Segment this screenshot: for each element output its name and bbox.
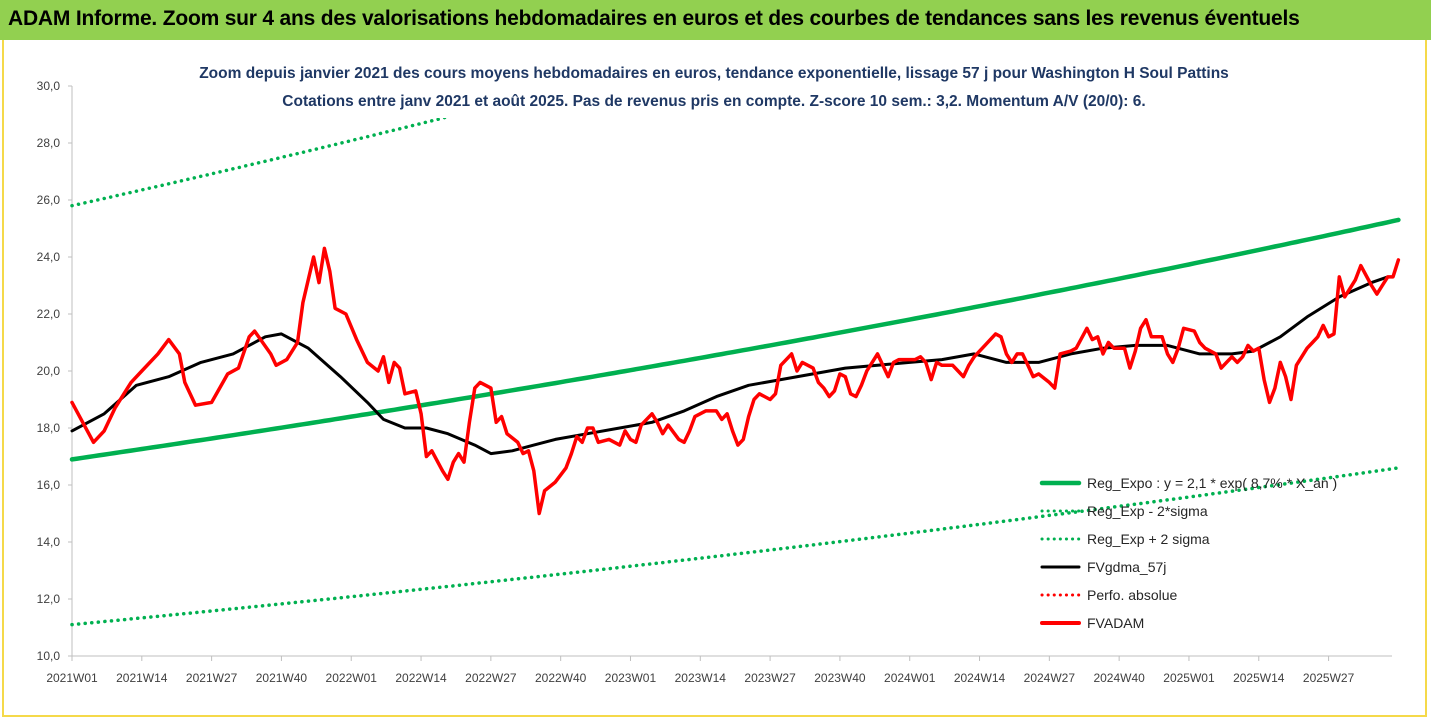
banner: ADAM Informe. Zoom sur 4 ans des valoris… [0, 0, 1431, 40]
x-tick-label: 2025W14 [1233, 671, 1285, 685]
x-tick-label: 2021W27 [186, 671, 238, 685]
axes [71, 86, 1392, 657]
legend: Reg_Expo : y = 2,1 * exp( 8,7% * X_an ) R… [1039, 475, 1337, 631]
x-tick-label: 2023W14 [675, 671, 727, 685]
y-tick-label: 22,0 [37, 307, 61, 321]
x-tick-label: 2024W27 [1024, 671, 1076, 685]
x-tick-label: 2023W40 [814, 671, 866, 685]
legend-label-3: FVgdma_57j [1087, 559, 1166, 575]
chart-frame [2, 40, 1427, 717]
x-tick-label: 2023W27 [744, 671, 796, 685]
y-axis-ticks: 10,0 12,0 14,0 16,0 18,0 20,0 22,0 24,0 26,0 28,0… [37, 79, 72, 663]
legend-label-4: Perfo. absolue [1087, 587, 1177, 603]
series-line-0 [69, 217, 1401, 462]
y-tick-label: 10,0 [37, 649, 61, 663]
x-tick-label: 2023W01 [605, 671, 657, 685]
x-tick-label: 2022W27 [465, 671, 517, 685]
x-tick-label: 2024W01 [884, 671, 936, 685]
y-tick-label: 20,0 [37, 364, 61, 378]
x-tick-label: 2022W01 [326, 671, 378, 685]
y-tick-label: 18,0 [37, 421, 61, 435]
chart-title: Zoom depuis janvier 2021 des cours moyen… [199, 65, 1229, 82]
legend-label-2: Reg_Exp + 2 sigma [1087, 531, 1210, 547]
y-tick-label: 30,0 [37, 79, 61, 93]
x-tick-label: 2024W14 [954, 671, 1006, 685]
y-tick-label: 28,0 [37, 136, 61, 150]
y-tick-label: 24,0 [37, 250, 61, 264]
legend-label-0: Reg_Expo : y = 2,1 * exp( 8,7% * X_an ) [1087, 475, 1337, 491]
plot-area [69, 55, 1401, 627]
x-tick-label: 2024W40 [1093, 671, 1145, 685]
y-tick-label: 16,0 [37, 478, 61, 492]
x-tick-label: 2021W40 [256, 671, 308, 685]
x-tick-label: 2021W01 [46, 671, 98, 685]
y-tick-label: 12,0 [37, 592, 61, 606]
x-axis-ticks: 2021W01 2021W14 2021W27 2021W40 2022W01 2022W… [46, 656, 1355, 685]
y-tick-label: 26,0 [37, 193, 61, 207]
x-tick-label: 2025W01 [1163, 671, 1215, 685]
chart-titles: Zoom depuis janvier 2021 des cours moyen… [180, 56, 1248, 118]
x-tick-label: 2022W14 [395, 671, 447, 685]
x-tick-label: 2025W27 [1303, 671, 1355, 685]
banner-title: ADAM Informe. Zoom sur 4 ans des valoris… [8, 7, 1300, 30]
legend-label-5: FVADAM [1087, 615, 1144, 631]
legend-label-1: Reg_Exp - 2*sigma [1087, 503, 1208, 519]
series-line-1 [70, 466, 1401, 627]
series-line-5 [70, 246, 1401, 516]
x-tick-label: 2022W40 [535, 671, 587, 685]
y-tick-label: 14,0 [37, 535, 61, 549]
x-tick-label: 2021W14 [116, 671, 168, 685]
chart-subtitle: Cotations entre janv 2021 et août 2025. … [282, 93, 1145, 110]
